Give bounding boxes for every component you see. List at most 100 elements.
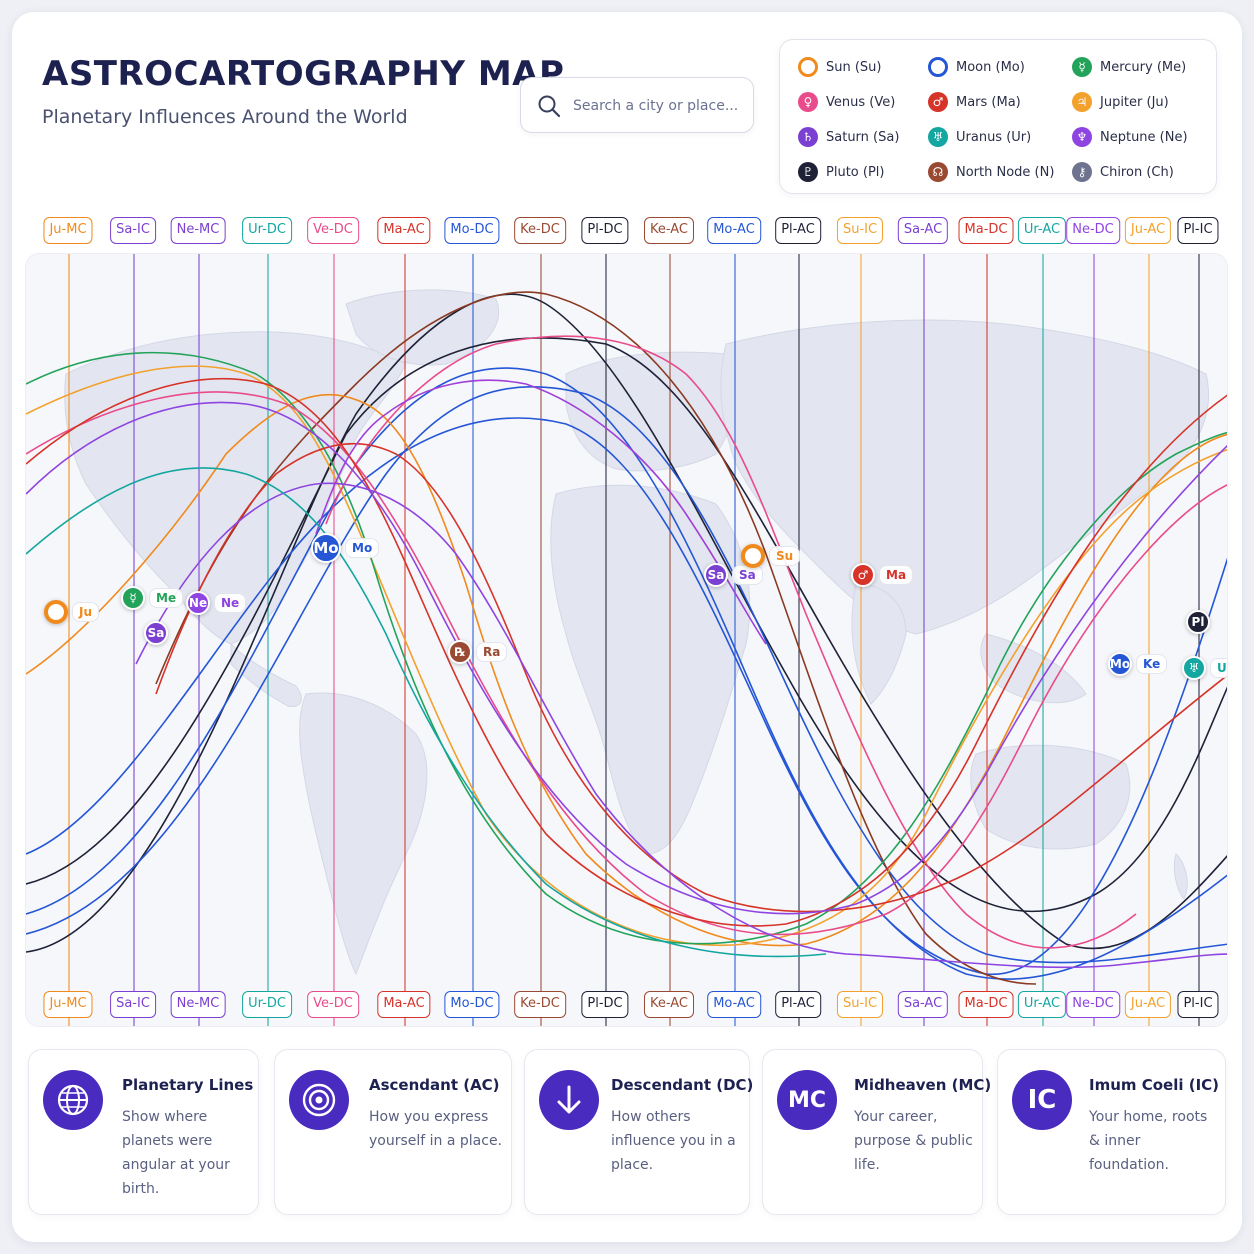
line-tag-bottom[interactable]: Ur-DC	[242, 991, 292, 1018]
planet-marker[interactable]: Mo Ke	[1108, 652, 1168, 676]
search-input[interactable]	[573, 92, 745, 120]
curve-blue-2	[26, 367, 1227, 980]
line-tag-bottom[interactable]: Ju-AC	[1124, 991, 1172, 1018]
planet-marker[interactable]: Ne Ne	[186, 591, 247, 615]
info-card: MC Midheaven (MC) Your career, purpose & p…	[762, 1049, 991, 1215]
line-tag-top[interactable]: Ur-AC	[1017, 217, 1067, 244]
search-box[interactable]	[520, 77, 754, 133]
legend-item[interactable]: Moon (Mo)	[928, 56, 1025, 78]
line-tag-bottom[interactable]: Pl-DC	[581, 991, 629, 1018]
africa-shape	[550, 484, 751, 855]
line-tag-top[interactable]: Su-IC	[836, 217, 884, 244]
planet-marker-icon: ☿	[121, 586, 145, 610]
line-tag-bottom[interactable]: Ve-DC	[307, 991, 359, 1018]
line-tag-bottom[interactable]: Su-IC	[836, 991, 884, 1018]
curve-red-2	[155, 442, 1227, 913]
info-card-text: Your home, roots & inner foundation.	[1089, 1109, 1208, 1173]
line-tag-bottom[interactable]: Ne-MC	[170, 991, 226, 1018]
planet-marker-label: Ne	[214, 593, 247, 613]
planet-marker[interactable]: Mo Mo	[311, 533, 380, 563]
planet-marker-icon: ℞	[448, 640, 472, 664]
legend-item[interactable]: Sun (Su)	[798, 56, 882, 78]
legend-item[interactable]: ☿ Mercury (Me)	[1072, 56, 1186, 78]
line-tag-bottom[interactable]: Ke-DC	[514, 991, 566, 1018]
line-tag-top[interactable]: Ma-AC	[377, 217, 431, 244]
line-tag-top[interactable]: Ke-AC	[643, 217, 695, 244]
planet-symbol-icon: ♃	[1072, 92, 1092, 112]
line-tag-top[interactable]: Ma-DC	[958, 217, 1014, 244]
line-tag-bottom[interactable]: Mo-AC	[707, 991, 761, 1018]
legend-item[interactable]: ♀ Venus (Ve)	[798, 91, 895, 113]
line-tag-top[interactable]: Mo-DC	[444, 217, 500, 244]
line-tag-bottom[interactable]: Sa-IC	[110, 991, 156, 1018]
planet-marker-label: Ju	[72, 602, 100, 622]
curve-purple-2	[135, 482, 1227, 969]
legend-item[interactable]: ☊ North Node (N)	[928, 161, 1054, 183]
curve-red	[26, 377, 1227, 927]
legend-label: Sun (Su)	[826, 59, 882, 75]
line-tag-top[interactable]: Ke-DC	[514, 217, 566, 244]
info-card-title: Descendant (DC)	[611, 1076, 754, 1094]
line-tag-bottom[interactable]: Ur-AC	[1017, 991, 1067, 1018]
planet-marker[interactable]: ♂ Ma	[851, 563, 914, 587]
line-tag-bottom[interactable]: Pl-AC	[775, 991, 821, 1018]
info-card-title: Ascendant (AC)	[369, 1076, 500, 1094]
legend-item[interactable]: ♂ Mars (Ma)	[928, 91, 1021, 113]
line-tag-top[interactable]: Ve-DC	[307, 217, 359, 244]
search-icon	[538, 95, 561, 118]
info-card-title: Planetary Lines	[122, 1076, 254, 1094]
line-tag-top[interactable]: Ne-MC	[170, 217, 226, 244]
line-tag-bottom[interactable]: Sa-AC	[897, 991, 949, 1018]
planet-marker[interactable]: ♅Ur	[1182, 656, 1227, 680]
planet-marker[interactable]: Sa	[144, 621, 168, 645]
legend-item[interactable]: ♄ Saturn (Sa)	[798, 126, 899, 148]
legend-item[interactable]: ♅ Uranus (Ur)	[928, 126, 1031, 148]
line-tag-bottom[interactable]: Ne-DC	[1066, 991, 1120, 1018]
line-tag-top[interactable]: Sa-IC	[110, 217, 156, 244]
line-tag-bottom[interactable]: Ju-MC	[43, 991, 93, 1018]
info-card-text: Your career, purpose & public life.	[854, 1109, 973, 1173]
info-card-text: How you express yourself in a place.	[369, 1109, 503, 1149]
legend-item[interactable]: ♇ Pluto (Pl)	[798, 161, 884, 183]
info-card-title: Midheaven (MC)	[854, 1076, 992, 1094]
planet-symbol-icon: ☊	[928, 162, 948, 182]
arrow-down-icon	[539, 1070, 599, 1130]
line-tag-top[interactable]: Pl-AC	[775, 217, 821, 244]
planet-marker[interactable]: Pl	[1186, 610, 1210, 634]
curve-yellow	[26, 365, 1227, 946]
legend-item[interactable]: ⚷ Chiron (Ch)	[1072, 161, 1174, 183]
planet-marker[interactable]: Ju	[44, 600, 100, 624]
planet-marker[interactable]: ☿ Me	[121, 586, 184, 610]
line-tag-bottom[interactable]: Ma-AC	[377, 991, 431, 1018]
ic-icon: IC	[1012, 1070, 1072, 1130]
planet-marker-icon: Ne	[186, 591, 210, 615]
line-tag-bottom[interactable]: Ma-DC	[958, 991, 1014, 1018]
line-tag-top[interactable]: Pl-DC	[581, 217, 629, 244]
line-tag-bottom[interactable]: Pl-IC	[1177, 991, 1219, 1018]
planet-symbol-icon: ♆	[1072, 127, 1092, 147]
line-tag-top[interactable]: Ju-MC	[43, 217, 93, 244]
line-tag-top[interactable]: Ne-DC	[1066, 217, 1120, 244]
legend-item[interactable]: ♆ Neptune (Ne)	[1072, 126, 1188, 148]
planet-symbol-icon	[798, 57, 818, 77]
curve-blue-3	[26, 417, 1227, 975]
line-tag-top[interactable]: Ju-AC	[1124, 217, 1172, 244]
legend-label: Uranus (Ur)	[956, 129, 1032, 145]
info-card: IC Imum Coeli (IC) Your home, roots & inne…	[997, 1049, 1226, 1215]
planet-marker[interactable]: Su	[741, 544, 801, 568]
planet-marker-label: Mo	[345, 538, 380, 558]
planet-marker[interactable]: ℞ Ra	[448, 640, 508, 664]
planet-marker-icon	[44, 600, 68, 624]
line-tag-top[interactable]: Mo-AC	[707, 217, 761, 244]
legend-label: Mars (Ma)	[956, 94, 1021, 110]
line-tag-bottom[interactable]: Ke-AC	[643, 991, 695, 1018]
planet-symbol-icon	[928, 57, 948, 77]
legend-item[interactable]: ♃ Jupiter (Ju)	[1072, 91, 1169, 113]
line-tag-bottom[interactable]: Mo-DC	[444, 991, 500, 1018]
planet-marker[interactable]: Sa Sa	[704, 563, 763, 587]
line-tag-top[interactable]: Sa-AC	[897, 217, 949, 244]
line-tag-top[interactable]: Pl-IC	[1177, 217, 1219, 244]
planet-symbol-icon: ⚷	[1072, 162, 1092, 182]
line-tag-top[interactable]: Ur-DC	[242, 217, 292, 244]
